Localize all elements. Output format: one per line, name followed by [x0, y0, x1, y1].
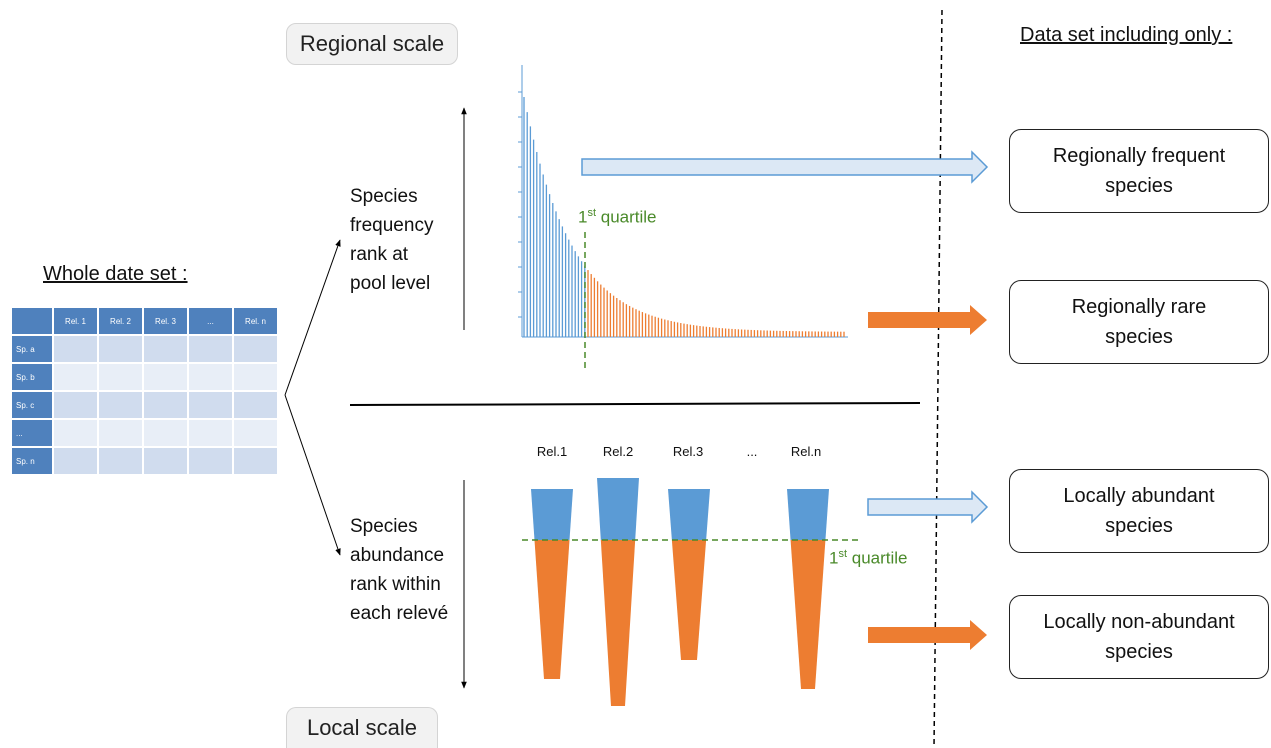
table-column-header: Rel. 3 — [144, 308, 187, 334]
local-axis-label: Species abundance rank within each relev… — [350, 516, 449, 624]
table-row: Sp. n — [12, 448, 277, 474]
table-column-header: Rel. 2 — [99, 308, 142, 334]
releve-non-abundant-part — [790, 540, 826, 689]
table-row-header: Sp. n — [12, 448, 52, 474]
releve-abundant-part — [668, 489, 710, 540]
table-column-header: Rel. n — [234, 308, 277, 334]
releve-abundant-part — [531, 489, 573, 540]
table-row-header: Sp. a — [12, 336, 52, 362]
scale-divider-line — [349, 402, 921, 406]
table-row: Sp. b — [12, 364, 277, 390]
releve-label: ... — [746, 444, 758, 459]
releve-label: Rel.n — [790, 444, 822, 459]
table-row: ... — [12, 420, 277, 446]
releve-non-abundant-part — [671, 540, 707, 660]
regional-frequency-histogram — [518, 65, 848, 372]
releve-label: Rel.3 — [672, 444, 704, 459]
table-row: Sp. c — [12, 392, 277, 418]
regionally-frequent-box: Regionally frequent species — [1009, 129, 1269, 213]
separator-dashed-line — [933, 9, 943, 747]
releve-non-abundant-part — [600, 540, 636, 706]
releve-abundant-part — [597, 478, 639, 540]
regional-scale-label: Regional scale — [286, 23, 458, 65]
locally-non-abundant-box: Locally non-abundant species — [1009, 595, 1269, 679]
releve-non-abundant-part — [534, 540, 570, 679]
local-scale-label: Local scale — [286, 707, 438, 748]
table-row-header: Sp. c — [12, 392, 52, 418]
regional-axis-label: Species frequency rank at pool level — [350, 186, 434, 294]
local-abundance-bars — [531, 478, 829, 706]
table-row-header: ... — [12, 420, 52, 446]
whole-dataset-title: Whole date set : — [43, 263, 188, 285]
releve-abundant-part — [787, 489, 829, 540]
table-row: Sp. a — [12, 336, 277, 362]
frequent-arrow — [581, 150, 989, 184]
branch-arrow-regional — [284, 239, 341, 396]
locally-abundant-box: Locally abundant species — [1009, 469, 1269, 553]
regional-quartile-label: 1st quartile — [578, 207, 657, 227]
non-abundant-arrow — [868, 620, 987, 650]
abundant-arrow — [867, 490, 989, 524]
rare-arrow — [868, 305, 987, 335]
releve-label: Rel.2 — [602, 444, 634, 459]
branch-arrow-local — [284, 394, 341, 556]
releve-label: Rel.1 — [536, 444, 568, 459]
table-row-header: Sp. b — [12, 364, 52, 390]
output-title: Data set including only : — [1020, 24, 1233, 46]
regionally-rare-box: Regionally rare species — [1009, 280, 1269, 364]
table-column-header: Rel. 1 — [54, 308, 97, 334]
local-quartile-label: 1st quartile — [829, 548, 908, 568]
table-column-header: ... — [189, 308, 232, 334]
whole-dataset-table: Rel. 1 Rel. 2 Rel. 3 ... Rel. n Sp. a Sp… — [10, 306, 279, 476]
table-corner-cell — [12, 308, 52, 334]
